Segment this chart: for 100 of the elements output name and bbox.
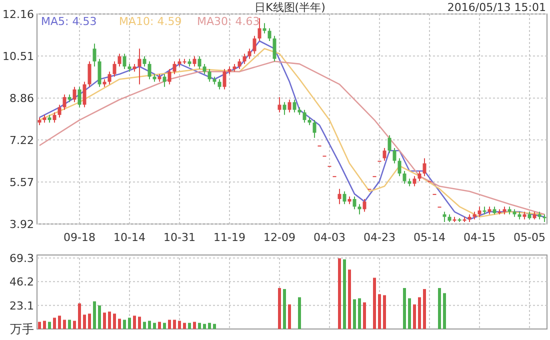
- candlestick: [222, 68, 226, 90]
- y-tick-label: 46.2: [10, 276, 34, 289]
- x-tick-label: 04-23: [364, 231, 396, 244]
- candlestick: [218, 78, 222, 90]
- candlestick: [112, 60, 116, 78]
- candlestick: [242, 53, 246, 64]
- bar: [93, 301, 96, 329]
- candlestick: [262, 22, 266, 34]
- bar: [48, 322, 51, 329]
- bar: [128, 318, 131, 329]
- bar: [148, 320, 151, 329]
- candlestick: [292, 99, 296, 113]
- candlestick: [118, 53, 122, 67]
- bar: [173, 320, 176, 329]
- candlestick: [342, 190, 346, 205]
- y-tick-label: 7.22: [10, 134, 34, 147]
- y-tick-label: 12.16: [2, 8, 34, 21]
- bar: [343, 259, 346, 329]
- bar: [403, 288, 406, 329]
- y-tick-label: 5.57: [10, 176, 34, 189]
- bar: [108, 312, 111, 329]
- x-tick-label: 05-05: [514, 231, 546, 244]
- text: MA30: 4.63: [197, 15, 260, 28]
- bar: [143, 322, 146, 329]
- candlestick: [208, 68, 212, 82]
- bar: [298, 297, 301, 329]
- x-tick-label: 11-19: [214, 231, 246, 244]
- bar: [213, 324, 216, 329]
- bar: [383, 295, 386, 329]
- bar: [198, 322, 201, 329]
- candlestick: [252, 35, 256, 54]
- candlestick: [78, 86, 82, 108]
- bar: [373, 278, 376, 329]
- candlestick: [168, 68, 172, 85]
- candlestick: [88, 60, 92, 88]
- bar: [358, 298, 361, 329]
- annotation: 2016/05/13 15:01: [447, 1, 546, 14]
- candlestick: [172, 60, 176, 75]
- candlestick: [122, 53, 126, 70]
- candlestick: [382, 148, 386, 162]
- x-tick-label: 09-18: [64, 231, 96, 244]
- bar: [43, 320, 46, 329]
- x-tick-label: 05-14: [414, 231, 446, 244]
- bar: [193, 322, 196, 329]
- bar: [208, 322, 211, 329]
- bar: [118, 318, 121, 329]
- bar: [363, 302, 366, 329]
- bar: [153, 322, 156, 329]
- x-tick-label: 10-14: [114, 231, 146, 244]
- candlestick: [202, 63, 206, 75]
- candlestick: [108, 71, 112, 85]
- candlestick: [402, 170, 406, 184]
- bar: [83, 314, 86, 329]
- text: MA10: 4.59: [119, 15, 182, 28]
- candlestick: [412, 176, 416, 187]
- candlestick: [82, 81, 86, 108]
- candlestick: [278, 96, 282, 113]
- candlestick: [98, 58, 102, 88]
- bar: [163, 322, 166, 329]
- bar: [338, 258, 341, 329]
- candlestick: [302, 109, 306, 124]
- candlestick: [388, 134, 392, 154]
- candlestick: [392, 148, 396, 164]
- x-tick-label: 04-03: [314, 231, 346, 244]
- bar: [133, 316, 136, 329]
- bar: [188, 322, 191, 329]
- bar: [38, 322, 41, 329]
- bar: [443, 293, 446, 329]
- x-tick-label: 12-09: [264, 231, 296, 244]
- bar: [78, 303, 81, 329]
- candlestick: [268, 28, 272, 42]
- bar: [68, 320, 71, 329]
- bar: [423, 289, 426, 329]
- text: MA5: 4.53: [41, 15, 97, 28]
- candlestick: [422, 158, 426, 177]
- candlestick: [398, 158, 402, 177]
- bar: [413, 304, 416, 329]
- candlestick: [362, 198, 366, 212]
- candlestick: [258, 18, 262, 42]
- candlestick: [138, 48, 142, 85]
- bar: [103, 312, 106, 329]
- candlestick: [72, 86, 76, 103]
- bar: [138, 316, 141, 329]
- bar: [438, 288, 441, 329]
- candlestick: [282, 102, 286, 116]
- candlestick: [478, 206, 482, 218]
- bar: [353, 299, 356, 329]
- candlestick: [198, 56, 202, 70]
- y-tick-label: 3.92: [10, 218, 34, 231]
- bar: [63, 320, 66, 329]
- candlestick: [148, 60, 152, 80]
- y-tick-label: 23.1: [10, 299, 34, 312]
- candlestick: [352, 196, 356, 210]
- bar: [278, 288, 281, 329]
- candlestick: [142, 56, 146, 67]
- candlestick: [272, 35, 276, 62]
- y-tick-label: 8.86: [10, 92, 34, 106]
- candlestick: [338, 188, 342, 205]
- chart-title: 日K线图(半年): [254, 1, 326, 14]
- bar: [378, 294, 381, 329]
